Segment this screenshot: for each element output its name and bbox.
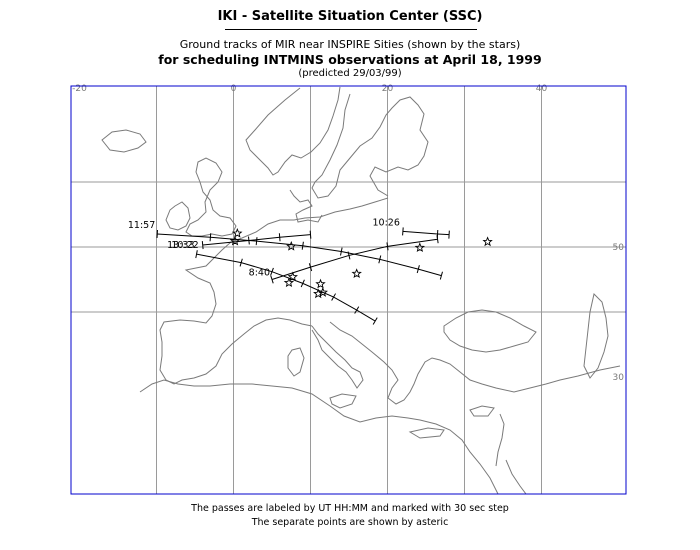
time-tick: [300, 279, 305, 288]
time-tick: [378, 255, 382, 264]
schedule-heading: for scheduling INTMINS observations at A…: [158, 52, 542, 67]
coast-sicily: [329, 393, 357, 409]
coast-north-africa: [139, 379, 499, 494]
time-tick: [270, 267, 274, 276]
coast-sweden-finland: [311, 93, 429, 199]
site-star-icon: [287, 271, 298, 282]
map-subtitle: Ground tracks of MIR near INSPIRE Sities…: [179, 38, 521, 51]
ground-track-line: [402, 230, 450, 236]
site-star-icon: [414, 242, 425, 252]
coast-denmark: [289, 189, 323, 223]
ground-track-line: [202, 234, 311, 246]
inspire-sites: [229, 227, 493, 299]
coastlines: [101, 86, 621, 494]
time-tick: [354, 306, 360, 314]
site-star-icon: [229, 235, 241, 246]
footnote-passes: The passes are labeled by UT HH:MM and m…: [191, 503, 509, 514]
coast-caspian: [583, 293, 609, 379]
time-tick: [270, 275, 274, 284]
prediction-date: (predicted 29/03/99): [298, 68, 402, 79]
time-tick: [301, 241, 304, 250]
site-star-icon: [317, 287, 328, 297]
coast-levant: [495, 413, 505, 467]
time-tick: [201, 241, 204, 250]
coast-iceland: [101, 129, 147, 153]
coast-ireland: [165, 201, 191, 231]
site-star-icon: [313, 288, 324, 299]
coast-italy: [311, 325, 364, 389]
pass-time-label: 10:26: [373, 217, 400, 228]
site-star-icon: [283, 277, 295, 288]
ground-track-line: [157, 233, 442, 277]
title-underline: [225, 29, 477, 30]
time-tick: [416, 265, 420, 274]
time-tick: [372, 317, 378, 325]
map-grid: [71, 86, 626, 494]
latitude-label: 50: [613, 243, 625, 253]
map-frame: [70, 85, 627, 495]
time-tick: [331, 293, 336, 301]
site-star-icon: [351, 268, 362, 278]
coast-continent-north: [213, 197, 389, 259]
site-star-icon: [232, 227, 243, 238]
longitude-label: 40: [536, 84, 548, 94]
coast-black-sea: [443, 309, 537, 353]
pass-time-label: 11:57: [128, 220, 155, 231]
time-tick: [308, 263, 313, 272]
time-tick: [209, 233, 212, 242]
coast-sardinia: [287, 347, 305, 377]
pass-time-label: 13:33: [167, 240, 194, 251]
ground-track-line: [196, 253, 376, 322]
coast-red-sea: [505, 459, 527, 494]
longitude-label: 0: [231, 84, 237, 94]
site-star-icon: [286, 240, 297, 251]
pass-time-label: 8:40: [249, 268, 270, 279]
footnote-stars: The separate points are shown by asteric: [251, 517, 449, 528]
time-tick: [255, 237, 258, 246]
time-tick: [386, 242, 389, 251]
latitude-label: 30: [613, 373, 625, 383]
pass-time-label: 10:22: [171, 240, 198, 251]
axis-labels: -20 0 20 40 50 30: [72, 84, 624, 383]
page-title: IKI - Satellite Situation Center (SSC): [217, 9, 483, 24]
time-tick: [340, 247, 343, 256]
longitude-label: 20: [382, 84, 394, 94]
site-star-icon: [315, 278, 326, 289]
time-tick: [439, 271, 443, 280]
time-tick: [278, 233, 281, 242]
time-tick: [309, 230, 312, 239]
coast-crete: [408, 427, 445, 439]
time-tick: [347, 251, 351, 260]
coast-cyprus: [469, 405, 495, 417]
coast-scandinavia: [245, 86, 341, 176]
time-tick: [402, 227, 404, 236]
time-tick: [239, 258, 243, 267]
time-tick: [247, 236, 250, 245]
site-star-icon: [482, 236, 493, 247]
coast-great-britain: [185, 157, 237, 237]
coast-adriatic-balkans: [329, 321, 621, 405]
coast-france-iberia: [159, 257, 313, 385]
longitude-label: -20: [72, 84, 87, 94]
time-tick: [195, 250, 198, 259]
